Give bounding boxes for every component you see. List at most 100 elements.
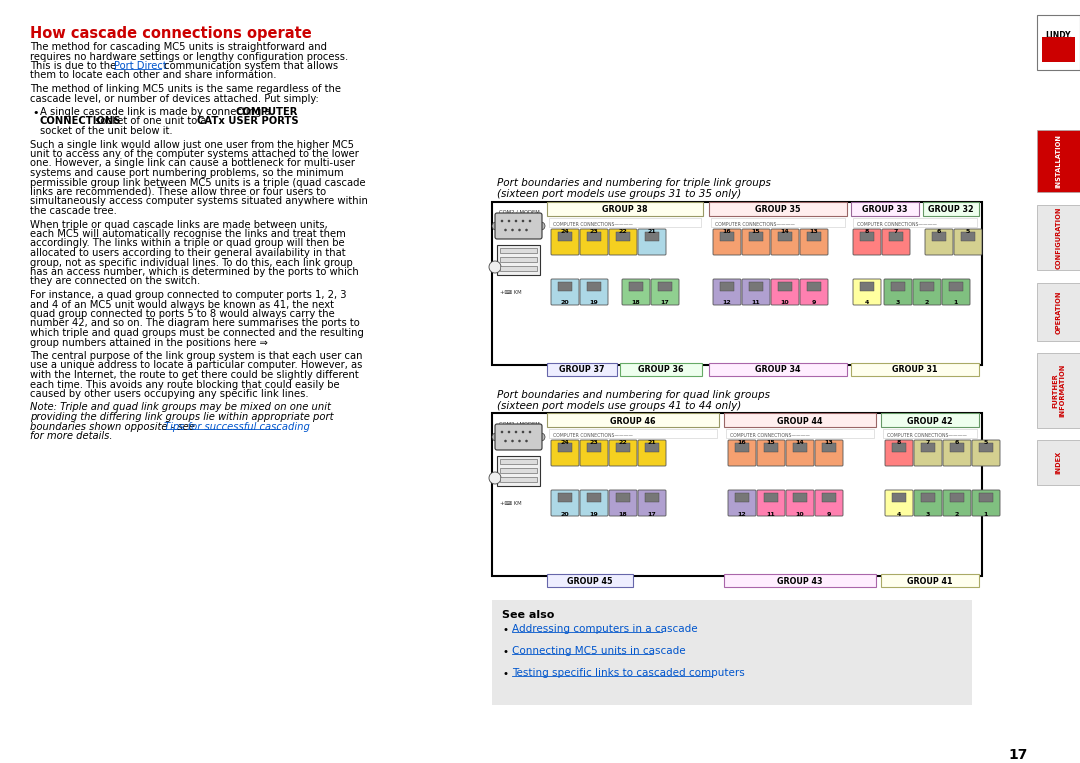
Bar (724, 574, 876, 587)
Text: COMPUTER: COMPUTER (235, 107, 297, 117)
Text: unit to access any of the computer systems attached to the lower: unit to access any of the computer syste… (30, 149, 359, 159)
Text: 3: 3 (895, 301, 901, 305)
FancyBboxPatch shape (885, 440, 913, 466)
Bar (932, 232, 946, 241)
Text: •: • (502, 669, 508, 679)
Text: 1: 1 (984, 511, 988, 517)
Bar (558, 493, 571, 502)
Text: The method of linking MC5 units is the same regardless of the: The method of linking MC5 units is the s… (30, 84, 341, 94)
Bar (558, 282, 571, 291)
Circle shape (492, 222, 500, 230)
Text: 3: 3 (926, 511, 930, 517)
Bar (1037, 205, 1080, 270)
Text: 21: 21 (648, 229, 657, 234)
Text: When triple or quad cascade links are made between units,: When triple or quad cascade links are ma… (30, 220, 327, 230)
Bar (720, 232, 733, 241)
Bar (807, 282, 821, 291)
Text: COMPUTER CONNECTIONS————: COMPUTER CONNECTIONS———— (553, 222, 633, 227)
Text: Addressing computers in a cascade: Addressing computers in a cascade (512, 624, 698, 634)
FancyBboxPatch shape (885, 279, 912, 305)
Bar (500, 468, 537, 473)
Bar (779, 282, 792, 291)
Text: Port boundaries and numbering for quad link groups: Port boundaries and numbering for quad l… (497, 390, 770, 400)
FancyBboxPatch shape (742, 229, 770, 255)
Bar (892, 493, 906, 502)
Text: each time. This avoids any route blocking that could easily be: each time. This avoids any route blockin… (30, 379, 339, 389)
Text: OPERATION: OPERATION (1055, 290, 1062, 333)
Bar (726, 429, 874, 438)
FancyBboxPatch shape (609, 229, 637, 255)
Circle shape (501, 430, 503, 433)
Text: which triple and quad groups must be connected and the resulting: which triple and quad groups must be con… (30, 328, 364, 338)
FancyBboxPatch shape (742, 279, 770, 305)
Circle shape (529, 430, 531, 433)
Text: socket of the unit below it.: socket of the unit below it. (40, 126, 173, 136)
FancyBboxPatch shape (757, 440, 785, 466)
Text: 8: 8 (896, 440, 901, 445)
Text: 24: 24 (561, 229, 569, 234)
FancyBboxPatch shape (771, 229, 799, 255)
FancyBboxPatch shape (800, 229, 828, 255)
Text: them to locate each other and share information.: them to locate each other and share info… (30, 70, 276, 81)
Bar (921, 493, 935, 502)
Text: 16: 16 (738, 440, 746, 445)
FancyBboxPatch shape (943, 440, 971, 466)
Text: 19: 19 (590, 511, 598, 517)
Text: 6: 6 (936, 229, 941, 234)
FancyBboxPatch shape (815, 490, 843, 516)
Text: CONFIGURATION: CONFIGURATION (1055, 206, 1062, 269)
Text: 23: 23 (590, 440, 598, 445)
FancyBboxPatch shape (495, 213, 542, 239)
Bar (980, 443, 993, 452)
Text: LINDY.: LINDY. (1045, 31, 1072, 40)
FancyBboxPatch shape (771, 279, 799, 305)
FancyBboxPatch shape (551, 279, 579, 305)
Circle shape (522, 430, 524, 433)
Circle shape (508, 220, 511, 222)
Text: COMPUTER CONNECTIONS————: COMPUTER CONNECTIONS———— (715, 222, 795, 227)
Bar (735, 493, 748, 502)
Text: 15: 15 (752, 229, 760, 234)
FancyBboxPatch shape (728, 440, 756, 466)
Bar (861, 282, 874, 291)
Text: INDEX: INDEX (1055, 451, 1062, 474)
Text: simultaneously access computer systems situated anywhere within: simultaneously access computer systems s… (30, 197, 368, 207)
Text: 9: 9 (812, 301, 816, 305)
Text: GROUP 44: GROUP 44 (778, 417, 823, 426)
Bar (588, 282, 600, 291)
Text: COMPUTER CONNECTIONS————: COMPUTER CONNECTIONS———— (553, 433, 633, 438)
Text: GROUP 32: GROUP 32 (928, 205, 974, 214)
Text: 17: 17 (661, 301, 670, 305)
Text: 19: 19 (590, 301, 598, 305)
FancyBboxPatch shape (954, 229, 982, 255)
Bar (492, 202, 982, 365)
Bar (658, 282, 672, 291)
Circle shape (522, 220, 524, 222)
Text: 16: 16 (723, 229, 731, 234)
Text: GROUP 45: GROUP 45 (567, 577, 612, 585)
Bar (750, 282, 762, 291)
Bar (861, 232, 874, 241)
FancyBboxPatch shape (972, 440, 1000, 466)
Bar (708, 363, 847, 376)
Circle shape (529, 220, 531, 222)
FancyBboxPatch shape (713, 229, 741, 255)
Circle shape (504, 229, 507, 231)
Bar (492, 600, 972, 705)
Text: 9: 9 (827, 511, 832, 517)
Bar (620, 363, 702, 376)
Bar (822, 443, 836, 452)
Text: A single cascade link is made by connecting a: A single cascade link is made by connect… (40, 107, 273, 117)
Text: 6: 6 (955, 440, 959, 445)
FancyBboxPatch shape (815, 440, 843, 466)
Bar (793, 443, 807, 452)
Circle shape (508, 430, 511, 433)
Text: systems and cause port numbering problems, so the minimum: systems and cause port numbering problem… (30, 168, 343, 178)
FancyBboxPatch shape (800, 279, 828, 305)
Text: 15: 15 (767, 440, 775, 445)
Text: caused by other users occupying any specific link lines.: caused by other users occupying any spec… (30, 389, 309, 399)
FancyBboxPatch shape (551, 440, 579, 466)
Text: GROUP 43: GROUP 43 (778, 577, 823, 585)
Bar (549, 218, 701, 227)
Circle shape (537, 433, 545, 441)
